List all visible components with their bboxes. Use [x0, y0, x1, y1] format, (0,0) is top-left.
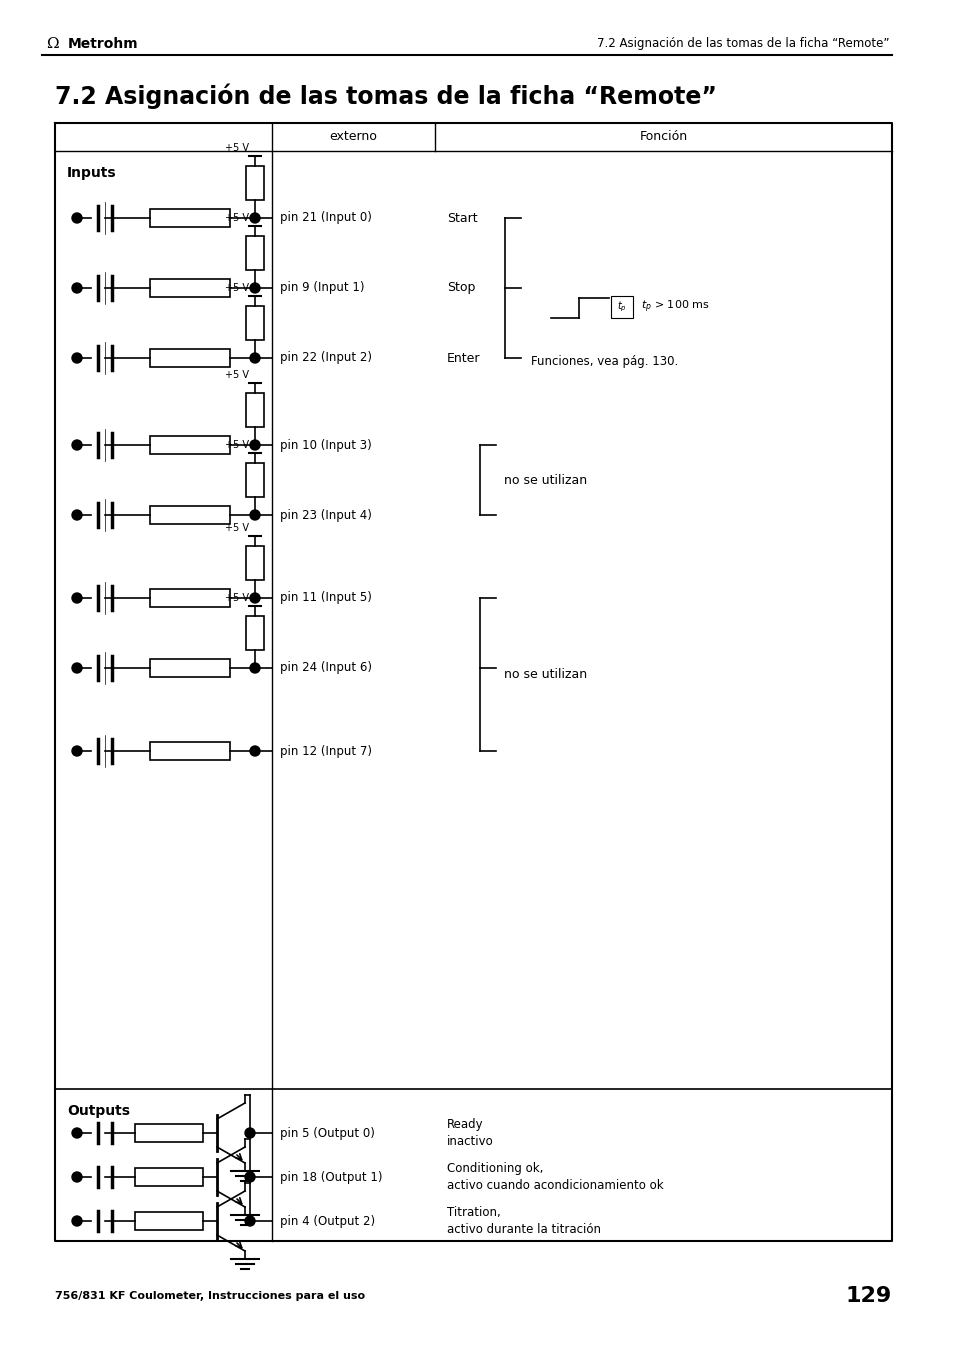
Text: +5 V: +5 V — [225, 440, 249, 450]
Bar — [246, 616, 264, 650]
Bar — [150, 507, 230, 524]
Circle shape — [71, 440, 82, 450]
Text: externo: externo — [329, 131, 377, 143]
Text: Outputs: Outputs — [67, 1104, 130, 1119]
Text: +5 V: +5 V — [225, 282, 249, 293]
Text: pin 22 (Input 2): pin 22 (Input 2) — [280, 351, 372, 365]
Text: pin 12 (Input 7): pin 12 (Input 7) — [280, 744, 372, 758]
Text: 7.2 Asignación de las tomas de la ficha “Remote”: 7.2 Asignación de las tomas de la ficha … — [597, 38, 889, 50]
Bar — [135, 1169, 203, 1186]
Bar — [246, 166, 264, 200]
Bar — [135, 1124, 203, 1142]
Circle shape — [250, 353, 260, 363]
Text: Fonción: Fonción — [639, 131, 687, 143]
Text: pin 18 (Output 1): pin 18 (Output 1) — [280, 1170, 382, 1183]
Text: pin 23 (Input 4): pin 23 (Input 4) — [280, 508, 372, 521]
Text: +5 V: +5 V — [225, 593, 249, 603]
Text: pin 10 (Input 3): pin 10 (Input 3) — [280, 439, 372, 451]
Circle shape — [71, 593, 82, 603]
Circle shape — [71, 746, 82, 757]
Text: Conditioning ok,
activo cuando acondicionamiento ok: Conditioning ok, activo cuando acondicio… — [447, 1162, 663, 1192]
Circle shape — [250, 440, 260, 450]
Circle shape — [71, 353, 82, 363]
Bar — [150, 436, 230, 454]
Circle shape — [250, 593, 260, 603]
Circle shape — [71, 1173, 82, 1182]
Circle shape — [245, 1173, 254, 1182]
Bar — [150, 742, 230, 761]
Bar — [246, 236, 264, 270]
Text: Stop: Stop — [447, 281, 475, 295]
Text: +5 V: +5 V — [225, 213, 249, 223]
Circle shape — [250, 663, 260, 673]
Text: Titration,
activo durante la titración: Titration, activo durante la titración — [447, 1206, 600, 1236]
Text: Metrohm: Metrohm — [68, 36, 138, 51]
Bar — [246, 393, 264, 427]
Text: +5 V: +5 V — [225, 370, 249, 380]
Text: +5 V: +5 V — [225, 143, 249, 153]
Circle shape — [71, 509, 82, 520]
Text: no se utilizan: no se utilizan — [503, 667, 586, 681]
Bar — [150, 659, 230, 677]
Bar — [246, 305, 264, 340]
Text: Ω: Ω — [46, 36, 58, 51]
Circle shape — [245, 1128, 254, 1138]
Bar — [150, 209, 230, 227]
Bar — [135, 1212, 203, 1229]
Text: $t_p$ > 100 ms: $t_p$ > 100 ms — [640, 299, 709, 315]
Circle shape — [71, 213, 82, 223]
Text: pin 11 (Input 5): pin 11 (Input 5) — [280, 592, 372, 604]
Text: Funciones, vea pág. 130.: Funciones, vea pág. 130. — [531, 355, 678, 369]
Circle shape — [71, 1128, 82, 1138]
Text: Inputs: Inputs — [67, 166, 116, 180]
Bar — [150, 349, 230, 367]
Circle shape — [71, 1216, 82, 1225]
Text: 7.2 Asignación de las tomas de la ficha “Remote”: 7.2 Asignación de las tomas de la ficha … — [55, 84, 716, 108]
Circle shape — [250, 282, 260, 293]
Circle shape — [250, 509, 260, 520]
Text: pin 9 (Input 1): pin 9 (Input 1) — [280, 281, 364, 295]
Circle shape — [71, 663, 82, 673]
Circle shape — [250, 213, 260, 223]
Text: Enter: Enter — [447, 351, 480, 365]
Text: Start: Start — [447, 212, 477, 224]
Bar — [246, 463, 264, 497]
Text: 129: 129 — [845, 1286, 891, 1306]
Text: +5 V: +5 V — [225, 523, 249, 534]
Text: Ready
inactivo: Ready inactivo — [447, 1119, 494, 1148]
Text: pin 21 (Input 0): pin 21 (Input 0) — [280, 212, 372, 224]
Text: pin 5 (Output 0): pin 5 (Output 0) — [280, 1127, 375, 1139]
Bar — [150, 280, 230, 297]
Bar — [610, 296, 633, 317]
Circle shape — [245, 1216, 254, 1225]
Bar — [246, 546, 264, 580]
Circle shape — [71, 282, 82, 293]
Circle shape — [250, 746, 260, 757]
Text: no se utilizan: no se utilizan — [503, 473, 586, 486]
Text: pin 24 (Input 6): pin 24 (Input 6) — [280, 662, 372, 674]
Text: pin 4 (Output 2): pin 4 (Output 2) — [280, 1215, 375, 1228]
Text: $t_p$: $t_p$ — [617, 300, 626, 315]
Bar — [150, 589, 230, 607]
Text: 756/831 KF Coulometer, Instrucciones para el uso: 756/831 KF Coulometer, Instrucciones par… — [55, 1292, 365, 1301]
